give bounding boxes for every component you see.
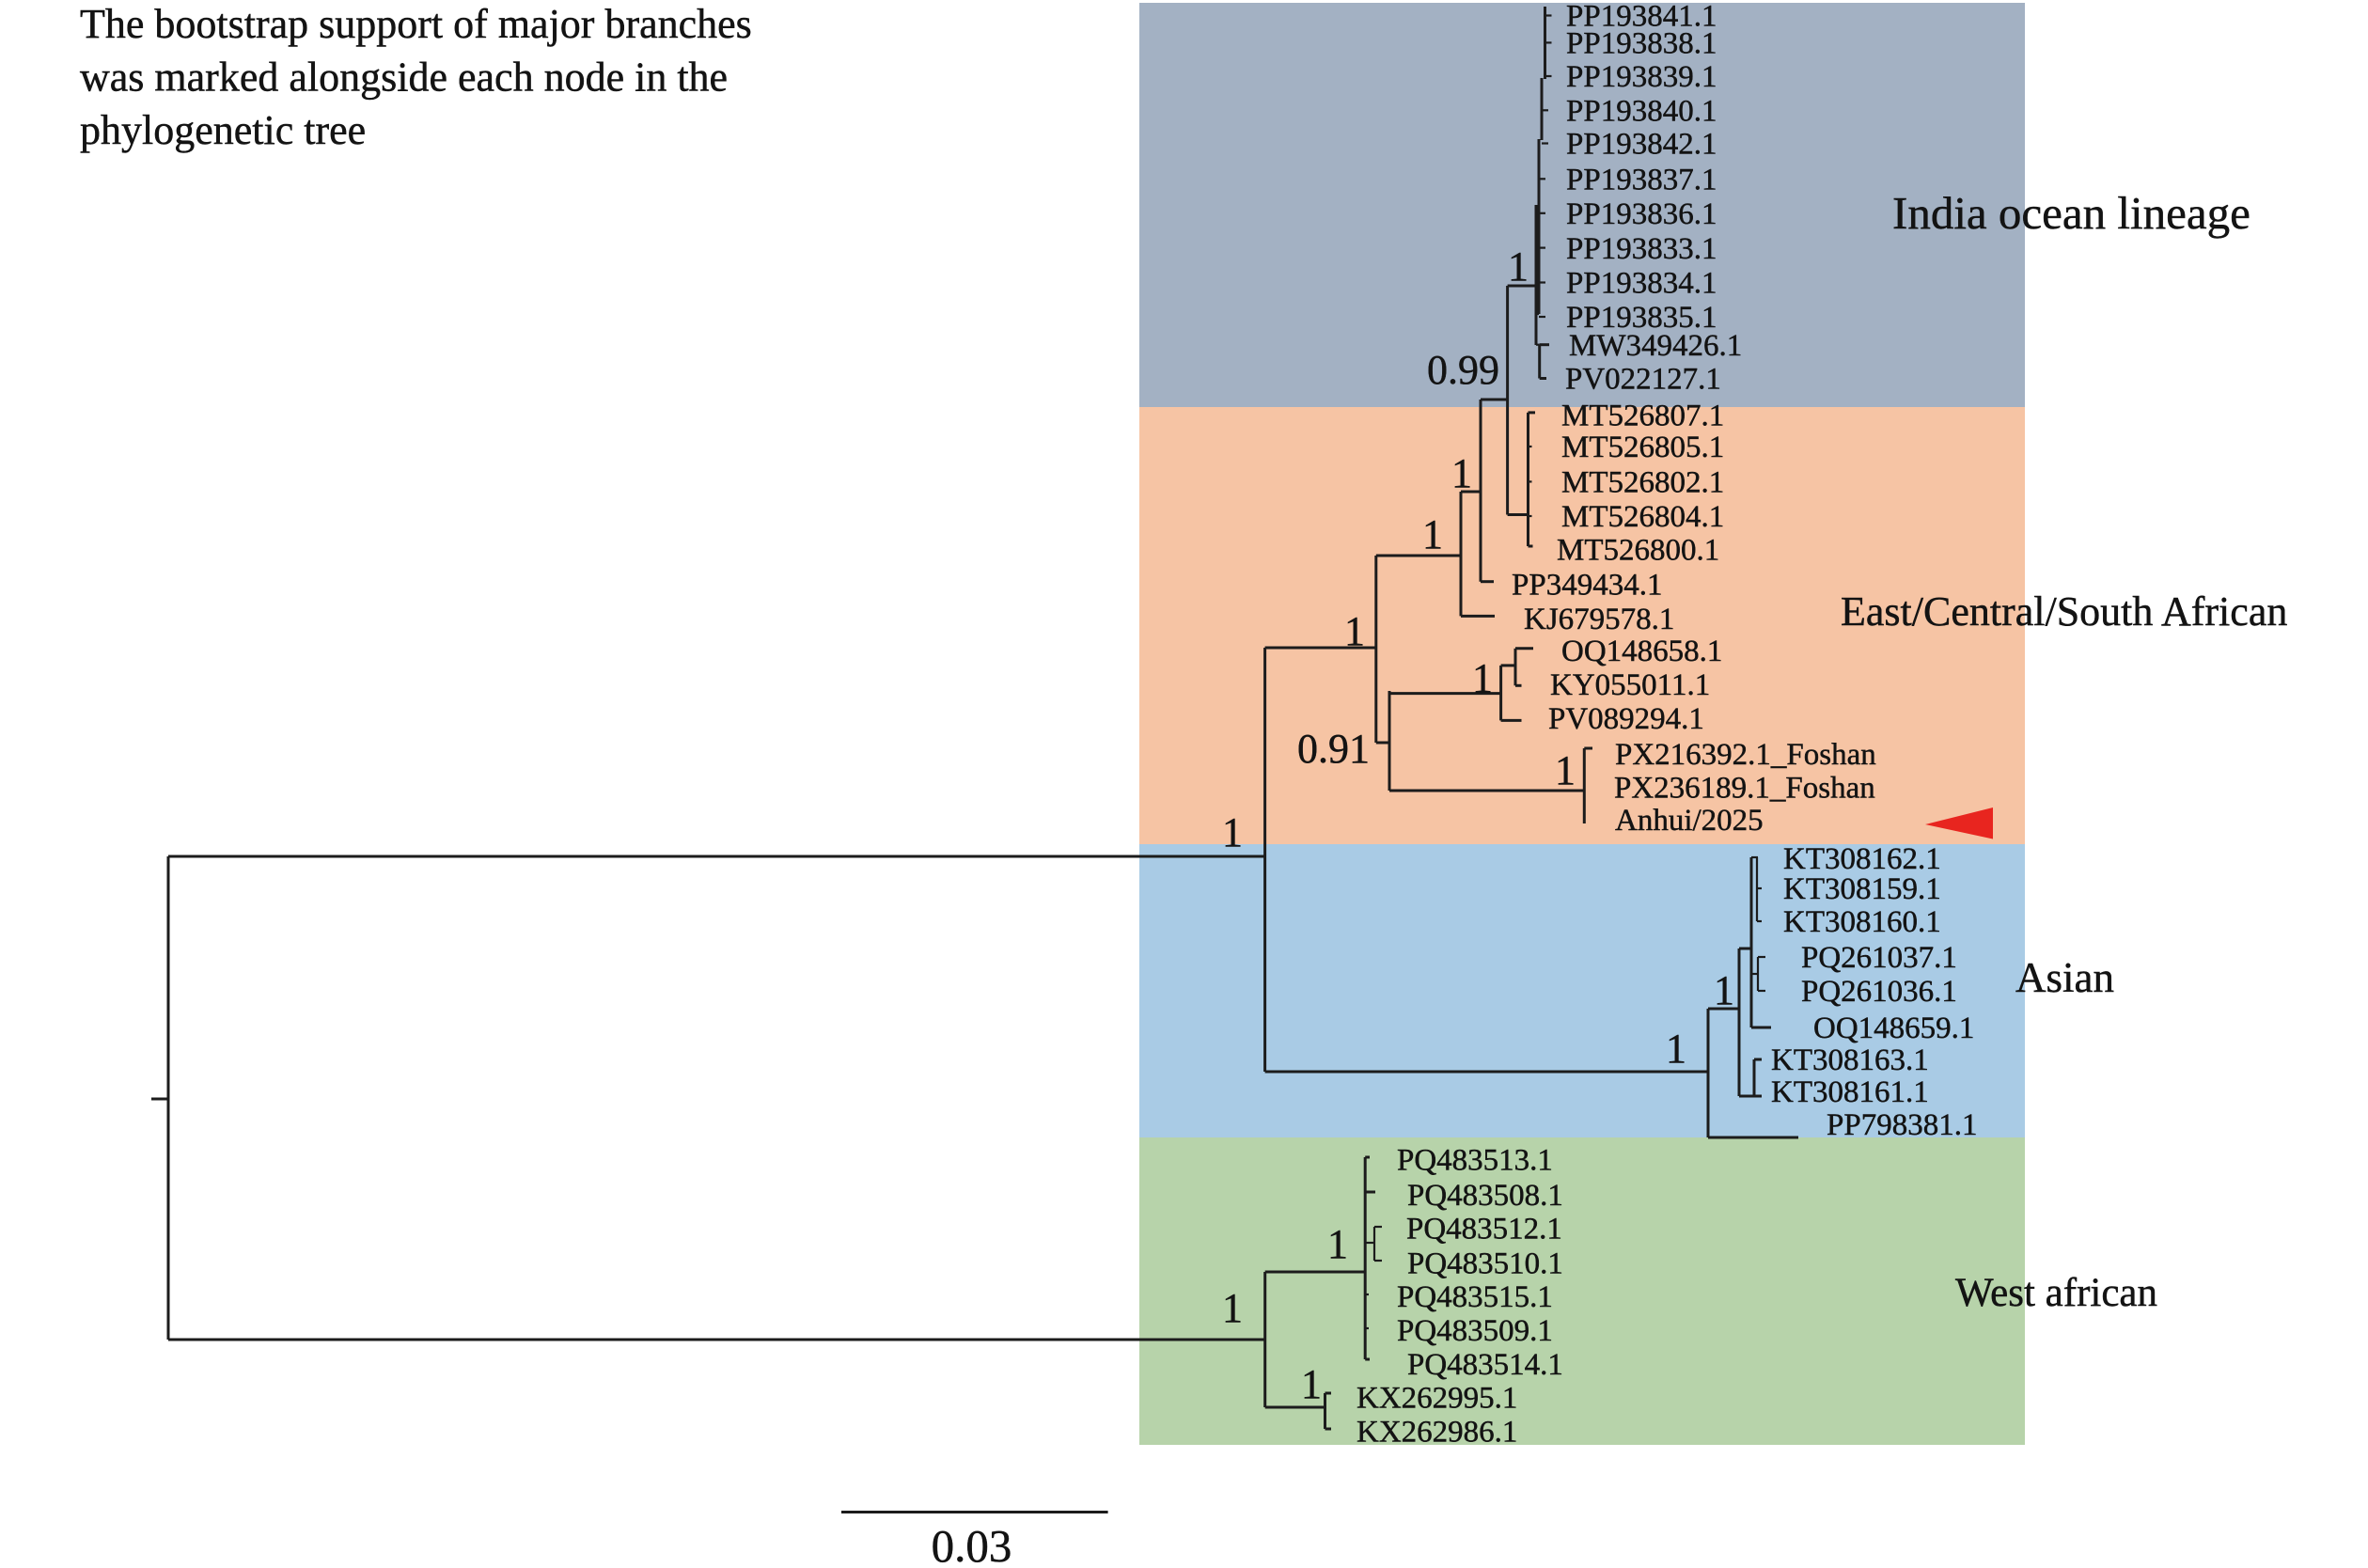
svg-text:KT308161.1: KT308161.1 — [1771, 1075, 1929, 1109]
svg-text:KT308160.1: KT308160.1 — [1783, 905, 1941, 939]
svg-text:KT308159.1: KT308159.1 — [1783, 872, 1941, 906]
svg-text:MT526804.1: MT526804.1 — [1561, 500, 1724, 534]
svg-text:KT308163.1: KT308163.1 — [1771, 1043, 1929, 1077]
svg-text:PP193837.1: PP193837.1 — [1566, 164, 1717, 197]
svg-text:1: 1 — [1472, 655, 1493, 701]
svg-text:Asian: Asian — [2015, 954, 2114, 1001]
svg-text:PQ483509.1: PQ483509.1 — [1397, 1314, 1553, 1348]
svg-text:1: 1 — [1301, 1361, 1322, 1407]
svg-text:MT526800.1: MT526800.1 — [1557, 534, 1719, 568]
svg-text:West african: West african — [1955, 1271, 2157, 1315]
svg-text:1: 1 — [1327, 1221, 1348, 1267]
svg-text:PX236189.1_Foshan: PX236189.1_Foshan — [1614, 771, 1875, 805]
svg-text:PQ483515.1: PQ483515.1 — [1397, 1280, 1553, 1314]
svg-text:KY055011.1: KY055011.1 — [1550, 668, 1710, 702]
svg-text:MW349426.1: MW349426.1 — [1569, 329, 1742, 363]
svg-text:0.99: 0.99 — [1427, 347, 1499, 393]
svg-text:PP193838.1: PP193838.1 — [1566, 27, 1717, 61]
svg-text:PP193834.1: PP193834.1 — [1566, 267, 1717, 301]
svg-text:1: 1 — [1508, 243, 1529, 290]
svg-text:MT526807.1: MT526807.1 — [1561, 400, 1724, 433]
svg-text:PV089294.1: PV089294.1 — [1548, 702, 1704, 736]
svg-text:PP193833.1: PP193833.1 — [1566, 232, 1717, 266]
svg-text:PV022127.1: PV022127.1 — [1565, 363, 1721, 397]
svg-text:PQ483514.1: PQ483514.1 — [1407, 1348, 1563, 1382]
svg-text:1: 1 — [1666, 1026, 1686, 1072]
svg-text:India ocean lineage: India ocean lineage — [1892, 187, 2250, 239]
svg-text:OQ148659.1: OQ148659.1 — [1813, 1011, 1974, 1045]
svg-text:PP193841.1: PP193841.1 — [1566, 0, 1717, 34]
svg-text:1: 1 — [1451, 450, 1472, 496]
svg-text:OQ148658.1: OQ148658.1 — [1561, 635, 1722, 668]
svg-text:was marked alongside each node: was marked alongside each node in the — [80, 55, 728, 101]
svg-text:PQ261037.1: PQ261037.1 — [1801, 941, 1957, 975]
svg-text:1: 1 — [1222, 1285, 1243, 1331]
svg-text:PP193835.1: PP193835.1 — [1566, 301, 1717, 335]
svg-text:PP193839.1: PP193839.1 — [1566, 60, 1717, 94]
svg-text:1: 1 — [1555, 747, 1576, 793]
svg-text:PQ261036.1: PQ261036.1 — [1801, 975, 1957, 1009]
svg-text:PQ483508.1: PQ483508.1 — [1407, 1179, 1563, 1213]
svg-text:1: 1 — [1344, 608, 1365, 654]
svg-text:PX216392.1_Foshan: PX216392.1_Foshan — [1615, 738, 1876, 772]
svg-text:PP193836.1: PP193836.1 — [1566, 197, 1717, 231]
svg-text:1: 1 — [1222, 809, 1243, 855]
svg-text:0.03: 0.03 — [932, 1520, 1012, 1568]
svg-text:East/Central/South African: East/Central/South African — [1841, 588, 2287, 635]
svg-text:KJ679578.1: KJ679578.1 — [1524, 603, 1674, 636]
svg-text:PP349434.1: PP349434.1 — [1512, 569, 1662, 603]
svg-text:PQ483513.1: PQ483513.1 — [1397, 1144, 1553, 1178]
svg-text:phylogenetic tree: phylogenetic tree — [80, 107, 366, 153]
svg-text:KX262995.1: KX262995.1 — [1357, 1382, 1517, 1416]
svg-text:KT308162.1: KT308162.1 — [1783, 842, 1941, 876]
svg-text:Anhui/2025: Anhui/2025 — [1615, 804, 1764, 838]
svg-text:KX262986.1: KX262986.1 — [1357, 1415, 1517, 1449]
svg-text:PP798381.1: PP798381.1 — [1827, 1108, 1977, 1142]
svg-text:PQ483510.1: PQ483510.1 — [1407, 1247, 1563, 1281]
svg-text:1: 1 — [1422, 511, 1443, 557]
svg-text:0.91: 0.91 — [1297, 726, 1370, 772]
svg-text:PP193842.1: PP193842.1 — [1566, 128, 1717, 162]
svg-text:1: 1 — [1714, 967, 1734, 1013]
svg-text:PP193840.1: PP193840.1 — [1566, 95, 1717, 129]
svg-text:PQ483512.1: PQ483512.1 — [1406, 1213, 1562, 1247]
svg-text:MT526802.1: MT526802.1 — [1561, 466, 1724, 500]
svg-text:MT526805.1: MT526805.1 — [1561, 431, 1724, 464]
svg-text:The bootstrap support of major: The bootstrap support of major branches — [80, 1, 752, 47]
